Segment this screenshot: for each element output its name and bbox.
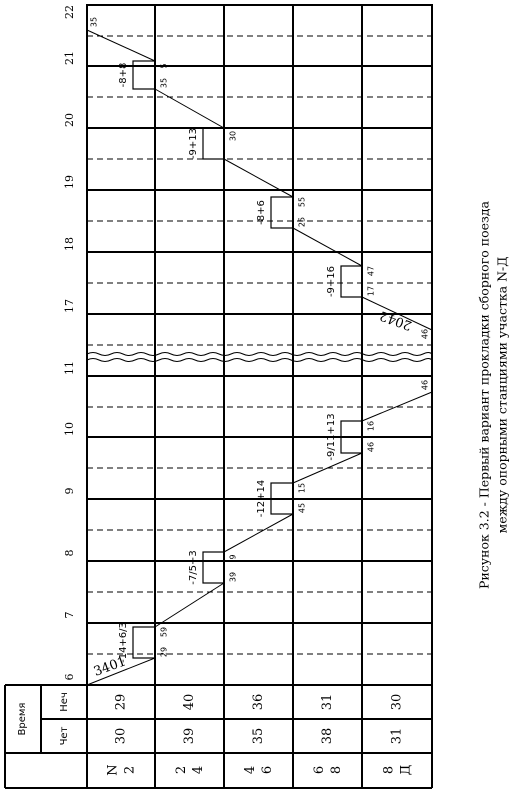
start-minute: 46: [421, 329, 430, 339]
stop-operation: -8+6: [256, 200, 267, 225]
caption: между опорными станциями участка N-Д: [495, 257, 510, 534]
hour-label: 17: [63, 299, 76, 313]
arrival-minute: 25: [298, 217, 307, 227]
hour-label: 6: [63, 674, 76, 681]
odd-count: 30: [390, 694, 405, 711]
odd-count: 40: [182, 694, 197, 711]
even-count: 39: [182, 728, 197, 745]
departure-minute: 16: [367, 421, 376, 431]
odd-header: Неч: [59, 692, 70, 712]
train-path: [361, 296, 433, 331]
station-name: Д: [399, 765, 414, 776]
stop-box: [132, 626, 156, 659]
arrival-minute: 46: [367, 442, 376, 452]
hour-label: 21: [63, 51, 76, 65]
even-count: 30: [114, 728, 129, 745]
station-name: 8: [382, 766, 397, 774]
stop-box: [202, 127, 225, 160]
train-path: [223, 158, 294, 198]
train-path: [86, 29, 156, 62]
hour-label: 18: [63, 237, 76, 251]
stop-operation: -9+16: [326, 266, 337, 297]
odd-count: 29: [114, 694, 129, 711]
station-name: 6: [260, 766, 275, 774]
hour-label: 9: [63, 488, 76, 495]
even-count: 35: [251, 728, 266, 745]
stop-operation: -14+6/3: [118, 622, 129, 663]
train-path: [154, 88, 225, 129]
hour-label: 20: [63, 113, 76, 127]
stop-box: [340, 420, 363, 454]
arrival-minute: 29: [160, 647, 169, 657]
stop-operation: -9+13: [188, 128, 199, 159]
stop-operation: -7/5+3: [188, 550, 199, 584]
departure-minute: 5: [160, 63, 169, 68]
train-path: [86, 657, 156, 686]
departure-minute: 9: [229, 554, 238, 559]
even-count: 38: [320, 728, 335, 745]
even-count: 31: [390, 728, 405, 745]
station-name: 4: [243, 766, 258, 774]
stop-box: [340, 265, 363, 298]
arrival-minute: 30: [229, 131, 238, 141]
train-number: 2042: [378, 307, 414, 332]
hour-label: 11: [63, 361, 76, 375]
arrival-minute: 39: [229, 572, 238, 582]
station-name: 6: [312, 766, 327, 774]
stop-box: [132, 60, 156, 90]
end-minute: 35: [90, 17, 99, 27]
end-minute: 46: [421, 380, 430, 390]
stop-operation: -12+14: [256, 480, 267, 517]
station-name: 2: [123, 766, 138, 774]
time-header: Время: [17, 703, 28, 736]
departure-minute: 55: [298, 197, 307, 207]
station-name: 8: [329, 766, 344, 774]
train-path: [292, 452, 363, 484]
departure-minute: 47: [367, 266, 376, 276]
stop-operation: -9/11+13: [326, 413, 337, 460]
departure-minute: 59: [160, 627, 169, 637]
arrival-minute: 35: [160, 78, 169, 88]
train-path: [223, 513, 294, 553]
stop-box: [270, 482, 294, 515]
time-break: [86, 352, 433, 362]
train-path: [154, 582, 225, 628]
train-path: [361, 391, 433, 422]
hour-label: 19: [63, 175, 76, 189]
stop-box: [270, 196, 294, 229]
caption: Рисунок 3.2 - Первый вариант прокладки с…: [477, 200, 492, 588]
hour-label: 10: [63, 422, 76, 436]
stop-box: [202, 551, 225, 584]
station-name: 2: [174, 766, 189, 774]
station-name: N: [106, 764, 121, 775]
arrival-minute: 17: [367, 286, 376, 296]
station-name: 4: [191, 766, 206, 774]
stop-operation: -8+8: [118, 63, 129, 88]
even-header: Чет: [59, 726, 70, 745]
hour-label: 8: [63, 550, 76, 557]
arrival-minute: 45: [298, 503, 307, 513]
departure-minute: 15: [298, 483, 307, 493]
hour-label: 22: [63, 5, 76, 19]
odd-count: 31: [320, 694, 335, 711]
odd-count: 36: [251, 694, 266, 711]
train-path: [292, 227, 363, 267]
hour-label: 7: [63, 612, 76, 619]
